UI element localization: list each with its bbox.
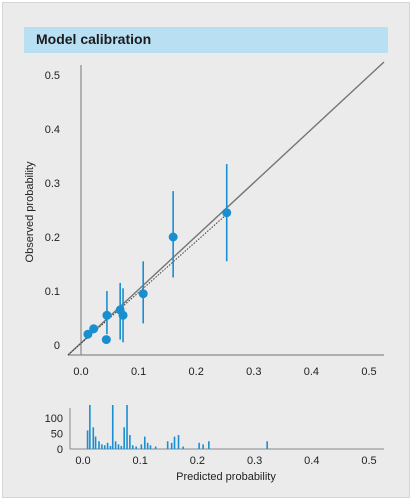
histogram-bar xyxy=(114,441,117,449)
histogram-y-tick-label: 0 xyxy=(57,444,63,456)
x-tick-label: 0.3 xyxy=(246,366,261,378)
histogram-bar xyxy=(117,444,120,449)
histogram-bar xyxy=(198,442,200,449)
histogram-y-tick-label: 50 xyxy=(51,429,63,441)
data-point xyxy=(222,208,232,218)
x-tick-label: 0.4 xyxy=(304,366,319,378)
histogram-x-tick-label: 0.5 xyxy=(361,455,376,467)
histogram-bar xyxy=(135,446,137,449)
y-tick-label: 0.5 xyxy=(45,70,60,82)
data-point xyxy=(168,232,178,242)
y-tick-label: 0.3 xyxy=(45,178,60,190)
histogram-bar xyxy=(98,441,100,449)
y-tick-label: 0.4 xyxy=(45,124,60,136)
x-tick-label: 0.1 xyxy=(131,366,146,378)
data-point xyxy=(138,289,148,299)
histogram-bar xyxy=(146,442,149,449)
histogram-x-tick-label: 0.3 xyxy=(247,455,262,467)
data-point xyxy=(118,310,128,320)
x-tick-label: 0.5 xyxy=(361,366,376,378)
histogram-x-tick-label: 0.2 xyxy=(190,455,205,467)
histogram-bar xyxy=(173,436,176,449)
histogram-x-tick-label: 0.0 xyxy=(75,455,90,467)
histogram-bar xyxy=(143,436,146,449)
histogram-bar xyxy=(129,435,131,449)
x-tick-label: 0.2 xyxy=(189,366,204,378)
histogram-x-tick-label: 0.4 xyxy=(304,455,319,467)
histogram-bar xyxy=(123,427,125,449)
histogram-bar xyxy=(202,444,204,449)
histogram-bar xyxy=(120,445,123,449)
histogram-bar xyxy=(126,405,128,449)
data-point xyxy=(102,310,112,320)
histogram-bar xyxy=(103,445,106,449)
histogram-bar xyxy=(177,435,180,449)
histogram-bar xyxy=(182,446,184,449)
histogram-x-tick-label: 0.1 xyxy=(133,455,148,467)
histogram-bar xyxy=(149,445,152,449)
histogram-bar xyxy=(266,441,268,449)
data-point xyxy=(89,324,99,334)
histogram-bar xyxy=(101,444,103,449)
x-tick-label: 0.0 xyxy=(73,366,88,378)
data-point xyxy=(101,335,111,345)
histogram-bar xyxy=(131,445,134,449)
histogram-bar xyxy=(86,430,89,449)
y-tick-label: 0.1 xyxy=(45,286,60,298)
chart-title: Model calibration xyxy=(36,31,152,47)
chart-title-bar: Model calibration xyxy=(24,27,388,53)
x-axis-label: Predicted probability xyxy=(176,471,276,483)
histogram-bar xyxy=(166,441,169,449)
histogram-bar xyxy=(111,405,114,449)
calibration-plot: 0 0.1 0.2 0.3 0.4 0.5 0.0 0.1 0.2 0.3 0.4 0.5 Observ… xyxy=(24,61,385,378)
y-tick-label: 0.2 xyxy=(45,232,60,244)
histogram-bar xyxy=(94,436,97,449)
histogram-bar xyxy=(208,441,210,449)
histogram-bar xyxy=(106,442,109,449)
histogram-bar xyxy=(89,405,91,449)
histogram-bar xyxy=(154,446,157,449)
histogram-bar xyxy=(109,445,112,449)
histogram-bar xyxy=(170,442,173,449)
y-axis-label: Observed probability xyxy=(24,161,36,262)
data-point xyxy=(83,329,93,339)
y-tick-label: 0 xyxy=(54,340,60,352)
histogram-y-tick-label: 100 xyxy=(45,413,63,425)
histogram-bar xyxy=(92,427,95,449)
histogram-bar xyxy=(140,444,143,449)
fitted-dotted-line xyxy=(67,213,228,356)
histogram-plot: 0 50 100 0.0 0.1 0.2 0.3 0.4 0.5 Predicted probab… xyxy=(45,405,384,483)
